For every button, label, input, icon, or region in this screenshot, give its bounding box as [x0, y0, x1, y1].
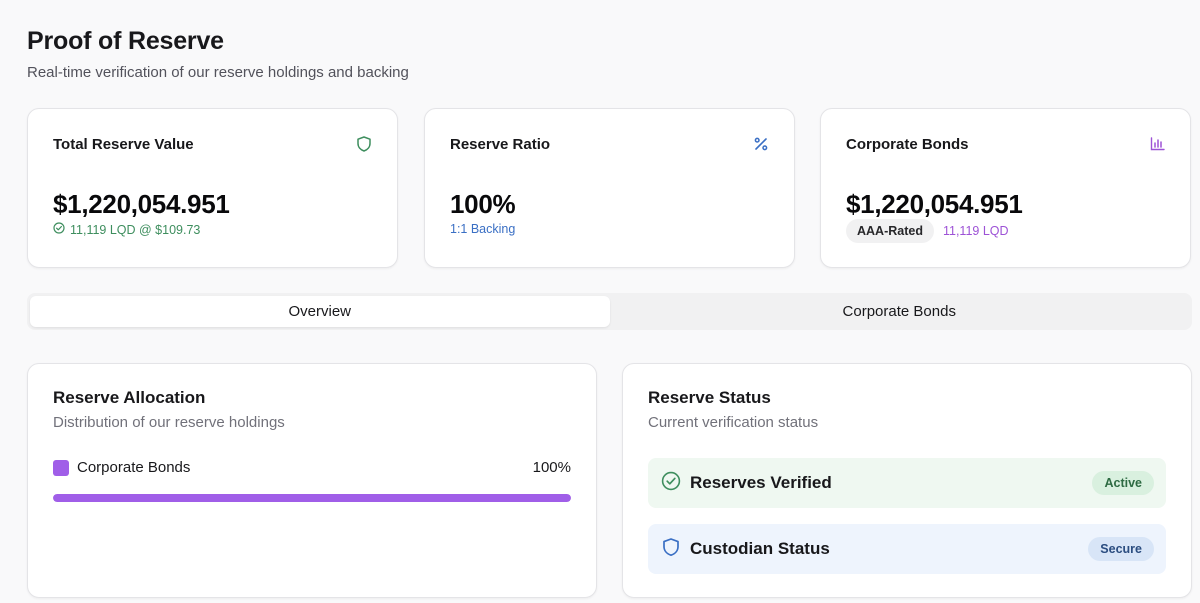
status-label: Reserves Verified [690, 473, 832, 492]
panel-description: Distribution of our reserve holdings [53, 414, 285, 431]
check-circle-icon [53, 222, 65, 237]
allocation-percent: 100% [532, 459, 571, 476]
shield-icon [355, 135, 373, 153]
tab-overview[interactable]: Overview [30, 296, 610, 327]
panel-title: Reserve Allocation [53, 388, 206, 407]
stat-label: Corporate Bonds [846, 136, 969, 153]
allocation-label: Corporate Bonds [77, 459, 191, 476]
panel-title: Reserve Status [648, 388, 771, 407]
allocation-bar-fill [53, 494, 571, 502]
status-badge: Active [1092, 471, 1154, 495]
status-label: Custodian Status [690, 539, 830, 558]
stat-value: $1,220,054.951 [846, 189, 1023, 219]
stat-sub: AAA-Rated 11,119 LQD [846, 219, 1009, 243]
reserve-allocation-panel: Reserve Allocation Distribution of our r… [27, 363, 597, 598]
stat-sub: 11,119 LQD @ $109.73 [53, 222, 200, 237]
check-circle-icon [661, 471, 681, 496]
allocation-bar [53, 494, 571, 502]
page-title: Proof of Reserve [27, 27, 224, 55]
status-row-reserves-verified: Reserves Verified Active [648, 458, 1166, 508]
lqd-text: 11,119 LQD [942, 224, 1009, 238]
allocation-item: Corporate Bonds 100% [53, 459, 571, 476]
stat-value: 100% [450, 189, 516, 219]
stat-sub: 1:1 Backing [450, 222, 515, 236]
panel-description: Current verification status [648, 414, 819, 431]
reserve-status-panel: Reserve Status Current verification stat… [622, 363, 1192, 598]
color-swatch [53, 459, 69, 476]
stat-label: Reserve Ratio [450, 136, 551, 153]
stat-value: $1,220,054.951 [53, 189, 230, 219]
status-badge: Secure [1088, 537, 1154, 561]
tab-bar: Overview Corporate Bonds [27, 293, 1192, 330]
shield-icon [661, 537, 681, 562]
bar-chart-icon [1148, 135, 1166, 153]
page-subtitle: Real-time verification of our reserve ho… [27, 64, 409, 81]
rating-badge: AAA-Rated [846, 219, 934, 243]
backing-text: 1:1 Backing [450, 222, 516, 236]
percent-icon [752, 135, 770, 153]
reserve-ratio-card: Reserve Ratio 100% 1:1 Backing [424, 108, 795, 268]
status-row-custodian: Custodian Status Secure [648, 524, 1166, 574]
stat-label: Total Reserve Value [53, 136, 194, 153]
tab-corporate-bonds[interactable]: Corporate Bonds [842, 303, 956, 320]
holding-text: 11,119 LQD @ $109.73 [70, 222, 201, 237]
corporate-bonds-card: Corporate Bonds $1,220,054.951 AAA-Rated… [820, 108, 1191, 268]
total-reserve-card: Total Reserve Value $1,220,054.951 11,11… [27, 108, 398, 268]
